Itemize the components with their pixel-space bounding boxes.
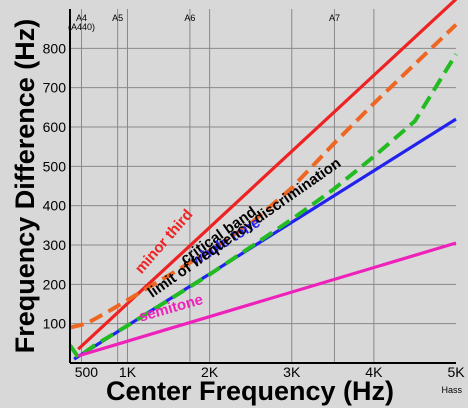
- series-line-semitone: [77, 241, 457, 358]
- credit-label: Hass: [441, 385, 462, 395]
- y-tick-label: 300: [43, 237, 67, 253]
- series-lines: [68, 0, 458, 361]
- note-marker-label: A6: [184, 13, 195, 23]
- x-axis-label: Center Frequency (Hz): [106, 376, 394, 406]
- y-tick-label: 700: [43, 80, 67, 96]
- y-tick-labels: 100 200 300 400 500 600 700 800: [43, 40, 67, 331]
- y-tick-label: 800: [43, 40, 67, 56]
- x-tick-label: 2K: [201, 364, 219, 380]
- series-line-limit-of-frequency-discrimination: [68, 53, 458, 360]
- note-marker-label: (A440): [68, 22, 95, 32]
- x-tick-label: 3K: [283, 364, 301, 380]
- x-tick-label: 500: [75, 364, 99, 380]
- x-tick-label: 4K: [365, 364, 383, 380]
- y-tick-label: 500: [43, 158, 67, 174]
- y-axis-label: Frequency Difference (Hz): [10, 19, 40, 354]
- axes: [69, 9, 456, 364]
- y-tick-label: 200: [43, 276, 67, 292]
- x-tick-label: 5K: [447, 364, 465, 380]
- x-tick-label: 1K: [119, 364, 137, 380]
- x-tick-labels: 500 1K 2K 3K 4K 5K: [75, 364, 465, 380]
- note-markers: A4(A440) A5 A6 A7: [68, 13, 340, 32]
- y-tick-label: 600: [43, 119, 67, 135]
- note-marker-label: A4: [76, 13, 87, 23]
- series-line-minor-third: [77, 0, 458, 351]
- note-marker-label: A5: [112, 13, 123, 23]
- y-tick-label: 100: [43, 316, 67, 332]
- y-tick-label: 400: [43, 198, 67, 214]
- note-marker-label: A7: [329, 13, 340, 23]
- series-line-critical-band: [69, 23, 458, 330]
- plot-area: [70, 9, 456, 363]
